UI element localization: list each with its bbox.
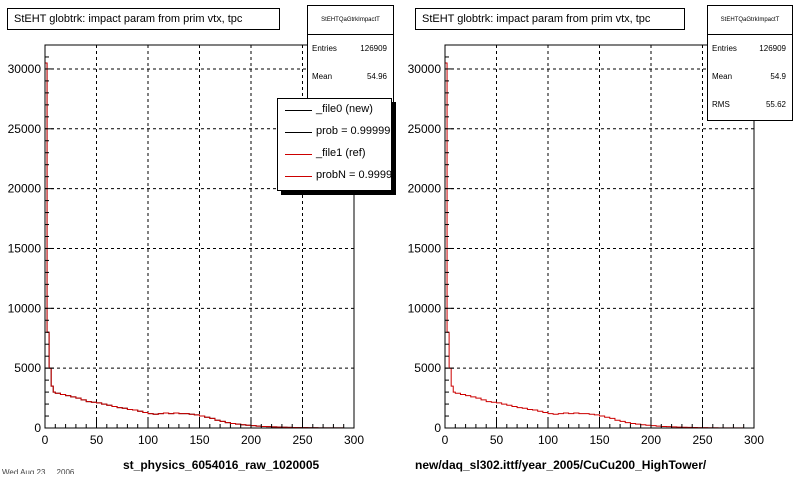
x-tick-label: 200 bbox=[641, 433, 661, 447]
x-tick-label: 300 bbox=[344, 433, 364, 447]
y-tick-label: 30000 bbox=[408, 62, 442, 76]
stats-entries-label: Entries bbox=[712, 44, 737, 53]
legend-entry: _file0 (new) bbox=[278, 99, 391, 121]
y-tick-label: 25000 bbox=[408, 122, 442, 136]
x-tick-label: 50 bbox=[490, 433, 504, 447]
stats-entries-value: 126909 bbox=[360, 44, 387, 53]
y-tick-label: 5000 bbox=[414, 361, 441, 375]
stats-mean-row: Mean 54.9 bbox=[708, 63, 792, 91]
right-histogram: 0 50 100 150 200 250 300 0 5000 10000 15000 20000 25… bbox=[408, 44, 764, 447]
right-chart-panel: 0 50 100 150 200 250 300 0 5000 10000 15000 20000 25… bbox=[400, 0, 800, 480]
legend-entry-label: prob = 0.999996 bbox=[316, 125, 392, 137]
legend-line-marker bbox=[285, 110, 312, 111]
x-tick-label: 200 bbox=[241, 433, 261, 447]
stats-rms-value: 55.62 bbox=[765, 100, 786, 109]
x-tick-label: 100 bbox=[138, 433, 158, 447]
legend-entry-label: _file0 (new) bbox=[316, 103, 373, 115]
stats-rms-label: RMS bbox=[712, 100, 730, 109]
footer-text: Wed Aug 23 ... 2006 bbox=[2, 468, 75, 474]
x-axis-title: st_physics_6054016_raw_1020005 bbox=[123, 458, 320, 472]
chart-title: StEHT globtrk: impact param from prim vt… bbox=[7, 8, 280, 30]
left-histogram: 0 50 100 150 200 250 300 0 5000 10000 15000 20000 25… bbox=[8, 44, 364, 447]
x-tick-label: 250 bbox=[292, 433, 312, 447]
legend-line-marker bbox=[285, 154, 312, 155]
stats-entries-row: Entries 126909 bbox=[308, 35, 393, 63]
x-tick-label: 250 bbox=[692, 433, 712, 447]
y-tick-label: 15000 bbox=[408, 241, 442, 255]
y-tick-label: 15000 bbox=[8, 241, 42, 255]
legend: _file0 (new) prob = 0.999996 _file1 (ref… bbox=[277, 98, 392, 191]
stats-name: StEHTQaGtrkImpactT bbox=[708, 6, 792, 35]
stats-entries-value: 126909 bbox=[759, 44, 786, 53]
stats-mean-label: Mean bbox=[312, 72, 333, 81]
y-tick-label: 0 bbox=[434, 421, 441, 435]
y-tick-label: 10000 bbox=[8, 301, 42, 315]
x-tick-label: 100 bbox=[538, 433, 558, 447]
stats-mean-label: Mean bbox=[712, 72, 733, 81]
x-tick-label: 150 bbox=[189, 433, 209, 447]
y-tick-label: 20000 bbox=[8, 182, 42, 196]
y-tick-label: 20000 bbox=[408, 182, 442, 196]
chart-title: StEHT globtrk: impact param from prim vt… bbox=[415, 8, 685, 30]
legend-entry: prob = 0.999996 bbox=[278, 121, 391, 143]
stats-rms-row: RMS 55.62 bbox=[708, 91, 792, 119]
stats-entries-row: Entries 126909 bbox=[708, 35, 792, 63]
legend-entry-label: probN = 0.999999 bbox=[316, 169, 392, 181]
y-tick-label: 5000 bbox=[14, 361, 41, 375]
y-tick-label: 10000 bbox=[408, 301, 442, 315]
left-chart-panel: 0 50 100 150 200 250 300 0 5000 10000 15000 20000 25… bbox=[7, 5, 394, 472]
stats-name: StEHTQaGtrkImpactT bbox=[308, 6, 393, 35]
stats-mean-value: 54.9 bbox=[770, 72, 786, 81]
y-tick-label: 0 bbox=[34, 421, 41, 435]
stats-box: StEHTQaGtrkImpactT Entries 126909 Mean 5… bbox=[707, 5, 793, 121]
x-axis-title: new/daq_sl302.ittf/year_2005/CuCu200_Hig… bbox=[415, 458, 707, 472]
legend-line-marker bbox=[285, 132, 312, 133]
stats-mean-value: 54.96 bbox=[366, 72, 387, 81]
y-tick-label: 30000 bbox=[8, 62, 42, 76]
legend-entry-label: _file1 (ref) bbox=[316, 147, 366, 159]
x-tick-label: 0 bbox=[442, 433, 449, 447]
x-tick-label: 0 bbox=[42, 433, 49, 447]
legend-line-marker bbox=[285, 176, 312, 177]
y-tick-label: 25000 bbox=[8, 122, 42, 136]
x-tick-label: 50 bbox=[90, 433, 104, 447]
legend-entry: probN = 0.999999 bbox=[278, 165, 391, 187]
x-tick-label: 150 bbox=[589, 433, 609, 447]
legend-entry: _file1 (ref) bbox=[278, 143, 391, 165]
stats-entries-label: Entries bbox=[312, 44, 337, 53]
x-tick-label: 300 bbox=[744, 433, 764, 447]
stats-mean-row: Mean 54.96 bbox=[308, 63, 393, 91]
